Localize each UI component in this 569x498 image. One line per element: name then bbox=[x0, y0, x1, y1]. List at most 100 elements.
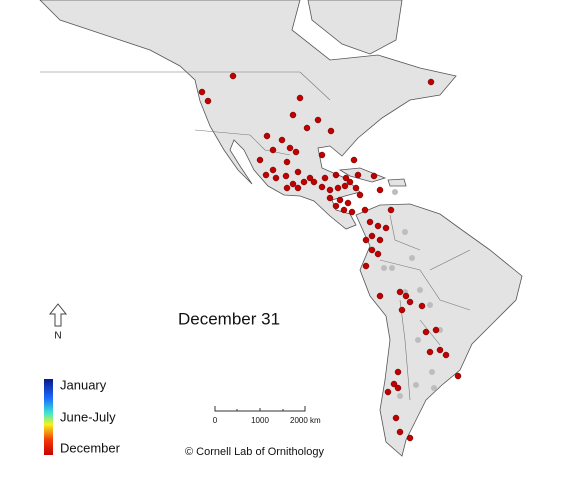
sighting-dot bbox=[427, 302, 433, 308]
greenland bbox=[307, 0, 403, 55]
north-america bbox=[39, 0, 457, 230]
scale-bar: 0 1000 2000 km bbox=[213, 406, 321, 425]
scale-bar-line bbox=[214, 406, 306, 412]
sighting-dot bbox=[318, 151, 326, 159]
sighting-dot bbox=[341, 182, 349, 190]
north-arrow: N bbox=[48, 303, 68, 342]
sighting-dot bbox=[292, 148, 300, 156]
sighting-dot bbox=[356, 191, 364, 199]
sighting-dot bbox=[398, 306, 406, 314]
sighting-dot bbox=[361, 206, 369, 214]
sighting-dot bbox=[406, 298, 414, 306]
sighting-dot bbox=[286, 144, 294, 152]
sighting-dot bbox=[283, 158, 291, 166]
sighting-dot bbox=[272, 174, 280, 182]
sighting-dot bbox=[327, 127, 335, 135]
sighting-dot bbox=[427, 78, 435, 86]
sighting-dot bbox=[422, 328, 430, 336]
landmasses bbox=[39, 0, 523, 457]
sighting-dot bbox=[368, 232, 376, 240]
sighting-dot bbox=[303, 124, 311, 132]
sighting-dot bbox=[454, 372, 462, 380]
north-arrow-icon bbox=[48, 303, 68, 327]
legend-label: June-July bbox=[60, 409, 116, 424]
sighting-dot bbox=[382, 224, 390, 232]
sighting-dot bbox=[262, 171, 270, 179]
sighting-dot bbox=[374, 222, 382, 230]
sighting-dot bbox=[306, 174, 314, 182]
sighting-dot bbox=[394, 384, 402, 392]
credit: © Cornell Lab of Ornithology bbox=[185, 446, 324, 458]
sighting-dot bbox=[340, 206, 348, 214]
sighting-dot bbox=[269, 166, 277, 174]
sighting-dot bbox=[376, 292, 384, 300]
sighting-dot bbox=[417, 287, 423, 293]
sighting-dot bbox=[406, 434, 414, 442]
sighting-dot bbox=[436, 346, 444, 354]
sighting-dot bbox=[314, 116, 322, 124]
sighting-dot bbox=[394, 368, 402, 376]
sighting-dot bbox=[263, 132, 271, 140]
sighting-dot bbox=[366, 218, 374, 226]
sighting-dot bbox=[397, 393, 403, 399]
sighting-dot bbox=[362, 262, 370, 270]
country-borders bbox=[40, 71, 471, 401]
sightings bbox=[198, 72, 462, 442]
scale-label: 1000 bbox=[251, 416, 269, 425]
sighting-dot bbox=[346, 178, 354, 186]
sighting-dot bbox=[336, 196, 344, 204]
sighting-dot bbox=[334, 184, 342, 192]
legend-label: December bbox=[60, 440, 121, 455]
sighting-dot bbox=[376, 186, 384, 194]
sighting-dot bbox=[402, 229, 408, 235]
scale-label: 0 bbox=[213, 416, 218, 425]
sighting-dot bbox=[350, 156, 358, 164]
sighting-dot bbox=[418, 302, 426, 310]
sighting-dot bbox=[278, 136, 286, 144]
sighting-dot bbox=[392, 414, 400, 422]
sighting-dot bbox=[326, 194, 334, 202]
sighting-dot bbox=[354, 171, 362, 179]
sighting-dot bbox=[294, 168, 302, 176]
sighting-dot bbox=[387, 206, 395, 214]
sighting-dot bbox=[442, 351, 450, 359]
sighting-dot bbox=[256, 156, 264, 164]
legend: January June-July December bbox=[44, 377, 121, 455]
sighting-dot bbox=[396, 428, 404, 436]
sighting-dot bbox=[384, 388, 392, 396]
sighting-dot bbox=[229, 72, 237, 80]
sighting-dot bbox=[294, 184, 302, 192]
sighting-dot bbox=[396, 288, 404, 296]
sighting-dot bbox=[381, 265, 387, 271]
sighting-dot bbox=[332, 202, 340, 210]
sighting-dot bbox=[390, 380, 398, 388]
sighting-dot bbox=[289, 180, 297, 188]
sighting-dot bbox=[429, 369, 435, 375]
sighting-dot bbox=[432, 326, 440, 334]
sighting-dot bbox=[362, 236, 370, 244]
sighting-dot bbox=[392, 189, 398, 195]
sighting-dot bbox=[370, 172, 378, 180]
sighting-dot bbox=[409, 255, 415, 261]
sighting-dot bbox=[282, 172, 290, 180]
sighting-dot bbox=[321, 174, 329, 182]
sighting-dot bbox=[289, 111, 297, 119]
sighting-dot bbox=[413, 382, 419, 388]
sighting-dot bbox=[344, 199, 352, 207]
sighting-dot bbox=[283, 184, 291, 192]
sighting-dot bbox=[402, 292, 410, 300]
sighting-dot bbox=[310, 178, 318, 186]
sighting-dot bbox=[415, 337, 421, 343]
scale-label: 2000 km bbox=[290, 416, 321, 425]
sighting-dot bbox=[348, 208, 356, 216]
north-label: N bbox=[54, 331, 61, 342]
sighting-dot bbox=[198, 88, 206, 96]
date-label: December 31 bbox=[178, 309, 280, 328]
legend-gradient bbox=[44, 379, 53, 455]
sighting-dot bbox=[326, 186, 334, 194]
sighting-dot bbox=[374, 250, 382, 258]
sighting-dot bbox=[431, 385, 437, 391]
sighting-dot bbox=[300, 178, 308, 186]
sighting-dot bbox=[204, 97, 212, 105]
